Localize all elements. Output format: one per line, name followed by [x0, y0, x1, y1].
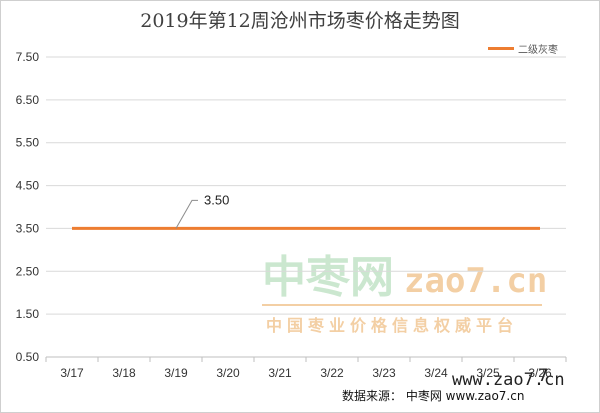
x-tick-label: 3/21 [268, 366, 292, 380]
watermark-corner-mark: 7 [538, 366, 548, 386]
y-tick-label: 6.50 [16, 93, 40, 107]
y-tick-label: 3.50 [16, 221, 40, 235]
x-tick-label: 3/17 [60, 366, 84, 380]
x-axis: 3/17 3/18 3/19 3/20 3/21 3/22 3/23 3/24 3/25 3/26 [45, 356, 567, 380]
gridlines [46, 56, 566, 358]
watermark-brand: 中枣网 [262, 252, 394, 303]
x-tick-label: 3/24 [424, 366, 448, 380]
watermark-small-url: www.zao7.cn [452, 370, 565, 390]
x-tick-label: 3/20 [216, 366, 240, 380]
watermark-url: zao7.cn [404, 261, 547, 301]
data-labels: 3.50 [175, 192, 229, 229]
x-tick-label: 3/19 [164, 366, 188, 380]
y-tick-label: 1.50 [16, 307, 40, 321]
y-tick-label: 5.50 [16, 136, 40, 150]
y-tick-label: 2.50 [16, 264, 40, 278]
y-tick-label: 0.50 [16, 350, 40, 364]
legend-swatch [488, 46, 514, 50]
data-label: 3.50 [204, 192, 229, 207]
y-axis: 0.50 1.50 2.50 3.50 4.50 5.50 6.50 7.50 [16, 50, 40, 364]
x-tick-label: 3/22 [320, 366, 344, 380]
legend: 二级灰枣 [488, 42, 558, 56]
x-tick-label: 3/18 [112, 366, 136, 380]
x-tick-label: 3/26 [528, 366, 552, 380]
watermark-subtitle: 中国枣业价格信息权威平台 [266, 316, 518, 335]
x-tick-label: 3/23 [372, 366, 396, 380]
source-note: 数据来源： 中枣网 www.zao7.cn [342, 388, 524, 403]
y-tick-label: 7.50 [16, 50, 40, 64]
data-label-leader [175, 199, 198, 229]
legend-label: 二级灰枣 [518, 44, 558, 56]
x-tick-label: 3/25 [476, 366, 500, 380]
chart-title: 2019年第12周沧州市场枣价格走势图 [140, 10, 460, 32]
y-tick-label: 4.50 [16, 179, 40, 193]
watermark: 中枣网 zao7.cn 中国枣业价格信息权威平台 www.zao7.cn 7 [262, 252, 565, 390]
